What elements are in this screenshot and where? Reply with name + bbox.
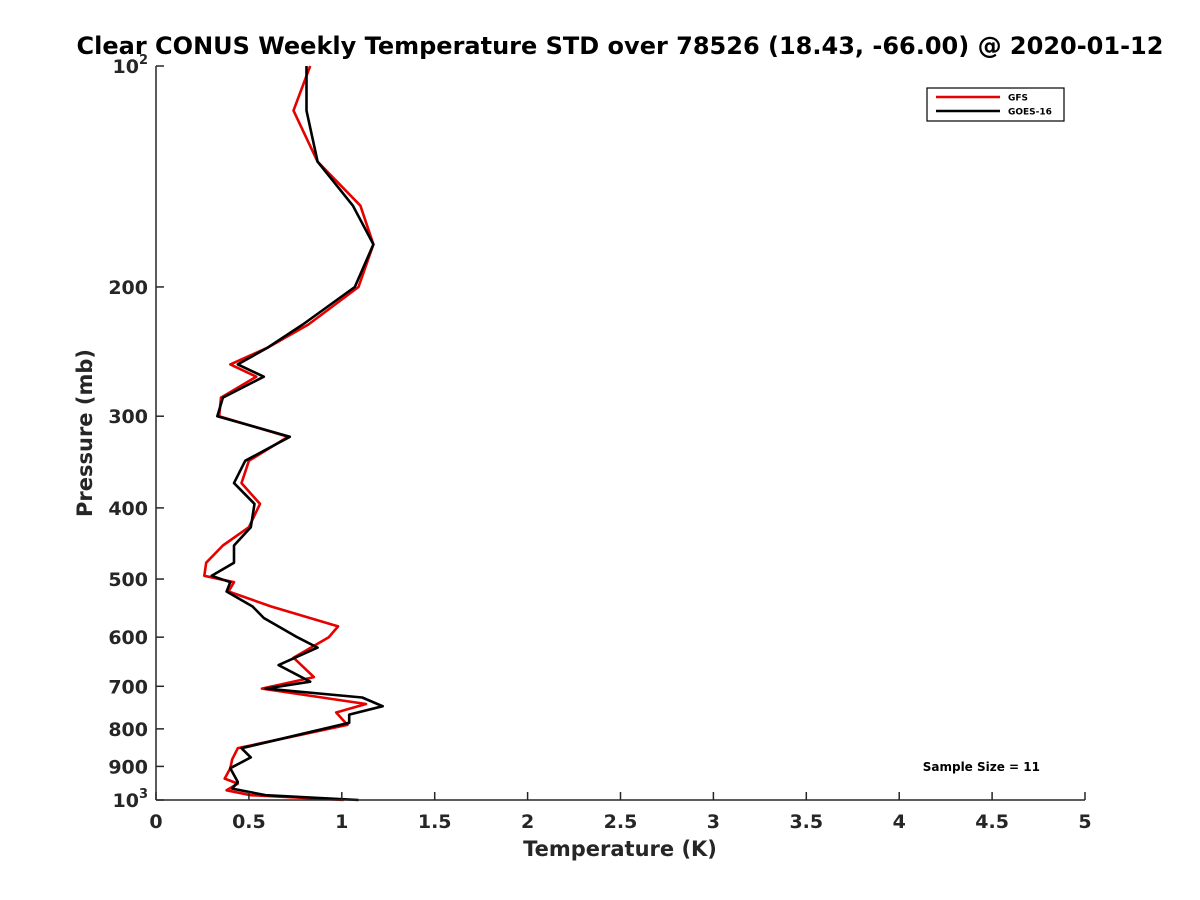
sample-size-annotation: Sample Size = 11 — [923, 760, 1040, 774]
chart-title: Clear CONUS Weekly Temperature STD over … — [77, 32, 1164, 60]
y-axis-label: Pressure (mb) — [73, 349, 97, 517]
x-tick-label: 2 — [521, 811, 534, 833]
x-tick-label: 0 — [149, 811, 162, 833]
series-line-gfs — [203, 65, 375, 802]
x-tick-label: 4.5 — [975, 811, 1009, 833]
legend-label: GOES-16 — [1008, 108, 1052, 118]
x-tick-label: 1 — [335, 811, 348, 833]
x-tick-label: 0.5 — [232, 811, 266, 833]
x-tick-label: 5 — [1078, 811, 1091, 833]
y-tick-label: 500 — [108, 569, 148, 591]
y-tick-label: 103 — [113, 787, 149, 812]
y-tick-label: 400 — [108, 498, 148, 520]
y-tick-label: 600 — [108, 627, 148, 649]
axes-layer: 0 0.5 1 1.5 2 2.5 3 3.5 4 4.5 5 102 200 300 400 500 600 7… — [108, 53, 1091, 833]
x-tick-label: 3.5 — [789, 811, 823, 833]
series-layer — [203, 65, 385, 802]
x-tick-label: 1.5 — [418, 811, 452, 833]
legend-label: GFS — [1008, 94, 1028, 104]
x-tick-label: 4 — [893, 811, 906, 833]
y-tick-label: 300 — [108, 406, 148, 428]
x-tick-label: 3 — [707, 811, 720, 833]
y-tick-label: 200 — [108, 277, 148, 299]
y-tick-label: 700 — [108, 676, 148, 698]
y-tick-label: 800 — [108, 719, 148, 741]
y-tick-label: 900 — [108, 756, 148, 778]
x-tick-label: 2.5 — [604, 811, 638, 833]
legend: GFS GOES-16 — [926, 87, 1065, 122]
y-tick-exponent: 3 — [139, 787, 148, 802]
legend-box — [926, 87, 1065, 122]
y-tick-label: 102 — [113, 53, 149, 78]
x-axis-label: Temperature (K) — [523, 837, 717, 861]
y-tick-exponent: 2 — [139, 53, 148, 68]
series-line-goes-16 — [210, 66, 385, 802]
